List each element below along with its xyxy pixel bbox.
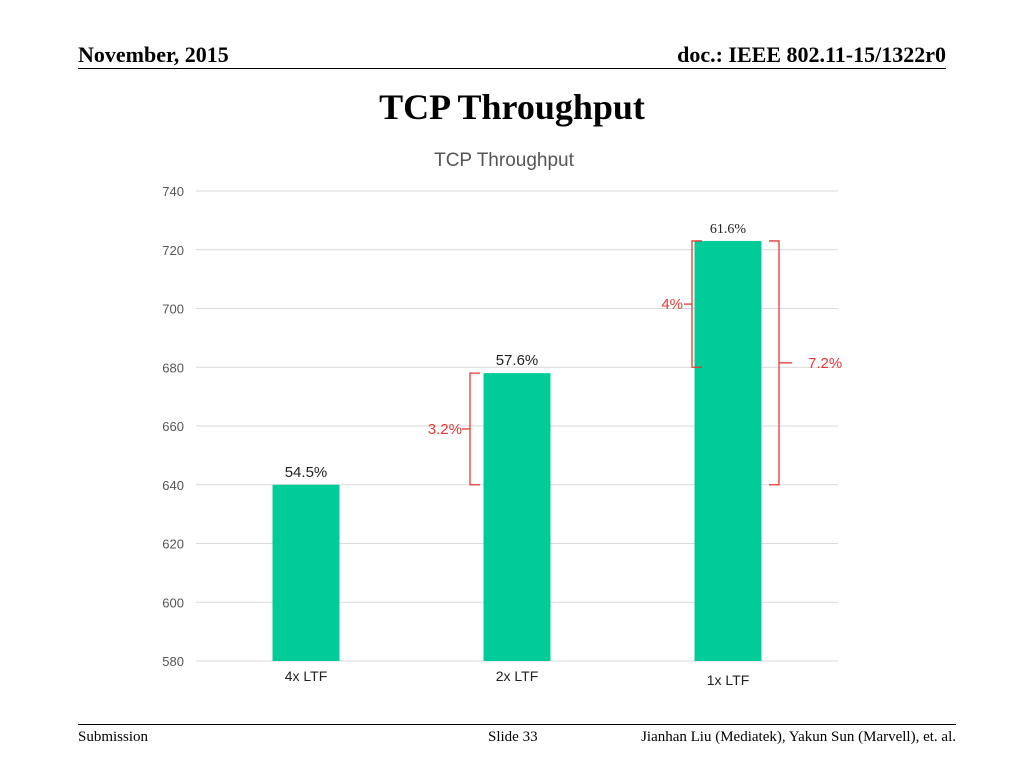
footer-divider bbox=[78, 724, 956, 725]
data-label: 61.6% bbox=[710, 222, 747, 237]
x-tick-label: 4x LTF bbox=[285, 668, 328, 684]
data-label: 54.5% bbox=[285, 464, 328, 481]
footer-slide-number: Slide 33 bbox=[488, 729, 538, 745]
bar bbox=[694, 240, 762, 661]
chart-title: TCP Throughput bbox=[434, 150, 574, 171]
bar bbox=[272, 484, 340, 661]
y-tick-label: 640 bbox=[162, 478, 184, 493]
data-label: 57.6% bbox=[496, 352, 539, 369]
header-doc-id: doc.: IEEE 802.11-15/1322r0 bbox=[677, 42, 946, 67]
y-tick-label: 740 bbox=[162, 184, 184, 199]
y-tick-label: 680 bbox=[162, 360, 184, 375]
y-tick-label: 580 bbox=[162, 654, 184, 669]
y-tick-label: 620 bbox=[162, 537, 184, 552]
footer-submission: Submission bbox=[78, 729, 149, 745]
annotation-bracket bbox=[769, 240, 780, 486]
y-tick-label: 600 bbox=[162, 595, 184, 610]
annotation-label: 7.2% bbox=[808, 355, 842, 372]
header-date: November, 2015 bbox=[78, 42, 229, 67]
x-tick-label: 1x LTF bbox=[707, 672, 750, 688]
footer-authors: Jianhan Liu (Mediatek), Yakun Sun (Marve… bbox=[641, 729, 956, 745]
x-tick-label: 2x LTF bbox=[496, 668, 539, 684]
y-tick-label: 660 bbox=[162, 419, 184, 434]
bar bbox=[483, 373, 551, 661]
y-tick-label: 700 bbox=[162, 302, 184, 317]
slide-title: TCP Throughput bbox=[379, 87, 645, 127]
header-divider bbox=[78, 68, 946, 69]
y-tick-label: 720 bbox=[162, 243, 184, 258]
annotation-label: 4% bbox=[661, 296, 683, 313]
annotation-label: 3.2% bbox=[428, 421, 462, 438]
annotation-bracket bbox=[469, 372, 480, 486]
